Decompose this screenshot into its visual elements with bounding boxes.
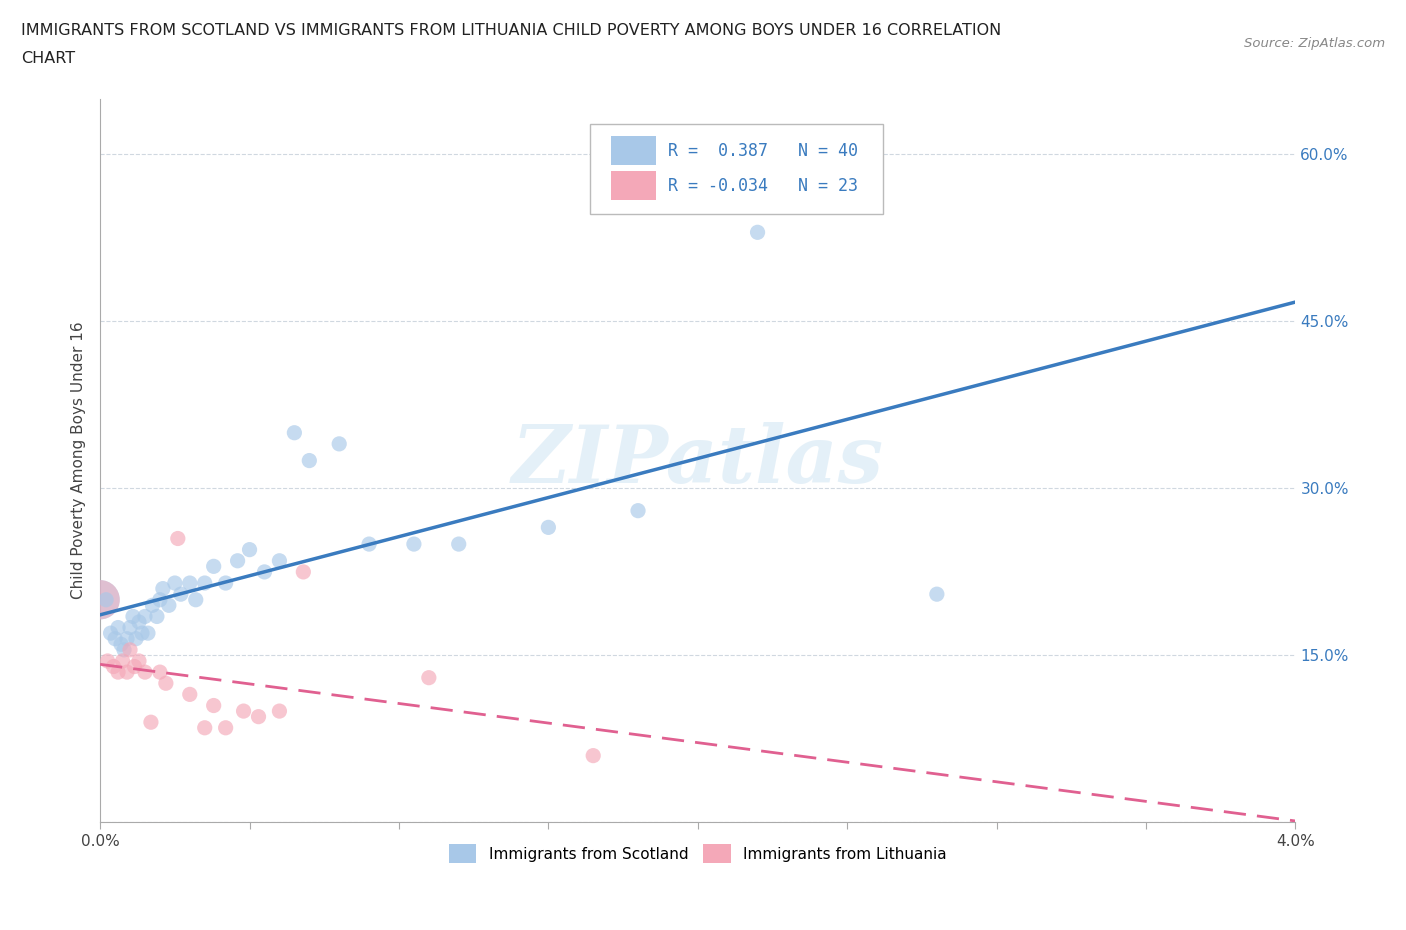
Point [118, 643, 141, 658]
Point [136, 626, 159, 641]
Point [166, 531, 188, 546]
Bar [610, 171, 657, 200]
Point [110, 637, 132, 652]
Point [107, 665, 129, 680]
Point [112, 643, 135, 658]
Point [118, 620, 141, 635]
Point [149, 665, 172, 680]
Text: Source: ZipAtlas.com: Source: ZipAtlas.com [1244, 37, 1385, 50]
Point [115, 631, 138, 646]
Point [214, 721, 236, 736]
Point [170, 587, 193, 602]
Text: ZIPatlas: ZIPatlas [512, 422, 884, 499]
Text: R =  0.387   N = 40: R = 0.387 N = 40 [668, 141, 858, 160]
Point [402, 537, 425, 551]
Point [359, 537, 381, 551]
Point [128, 654, 150, 669]
Point [202, 698, 225, 713]
Point [418, 671, 440, 685]
Text: R = -0.034   N = 23: R = -0.034 N = 23 [668, 177, 858, 194]
Point [89, 592, 111, 607]
Point [163, 576, 186, 591]
Point [253, 565, 276, 579]
Point [157, 598, 180, 613]
Point [269, 553, 291, 568]
Point [447, 537, 470, 551]
Point [104, 631, 127, 646]
Point [194, 721, 217, 736]
Point [238, 542, 260, 557]
Point [141, 598, 163, 613]
Point [131, 626, 153, 641]
Point [537, 520, 560, 535]
Point [125, 631, 148, 646]
Point [194, 576, 217, 591]
Point [100, 626, 122, 641]
Point [292, 565, 315, 579]
Point [149, 592, 172, 607]
Point [111, 654, 134, 669]
Point [184, 592, 207, 607]
Point [298, 453, 321, 468]
Bar [610, 137, 657, 166]
FancyBboxPatch shape [591, 124, 883, 215]
Point [269, 704, 291, 719]
Point [146, 609, 169, 624]
Y-axis label: Child Poverty Among Boys Under 16: Child Poverty Among Boys Under 16 [72, 322, 86, 599]
Point [115, 665, 138, 680]
Text: CHART: CHART [21, 51, 75, 66]
Point [128, 615, 150, 630]
Point [247, 710, 270, 724]
Point [94, 592, 117, 607]
Point [179, 576, 201, 591]
Point [328, 436, 350, 451]
Legend: Immigrants from Scotland, Immigrants from Lithuania: Immigrants from Scotland, Immigrants fro… [443, 838, 953, 869]
Point [97, 654, 120, 669]
Point [122, 609, 145, 624]
Point [232, 704, 254, 719]
Point [627, 503, 650, 518]
Point [124, 659, 146, 674]
Point [202, 559, 225, 574]
Point [134, 665, 156, 680]
Point [214, 576, 236, 591]
Point [103, 659, 125, 674]
Point [139, 715, 162, 730]
Point [582, 749, 605, 764]
Point [925, 587, 948, 602]
Point [89, 592, 111, 607]
Point [747, 225, 769, 240]
Point [179, 687, 201, 702]
Point [283, 425, 305, 440]
Point [152, 581, 174, 596]
Text: IMMIGRANTS FROM SCOTLAND VS IMMIGRANTS FROM LITHUANIA CHILD POVERTY AMONG BOYS U: IMMIGRANTS FROM SCOTLAND VS IMMIGRANTS F… [21, 23, 1001, 38]
Point [107, 620, 129, 635]
Point [155, 676, 177, 691]
Point [226, 553, 249, 568]
Point [134, 609, 156, 624]
